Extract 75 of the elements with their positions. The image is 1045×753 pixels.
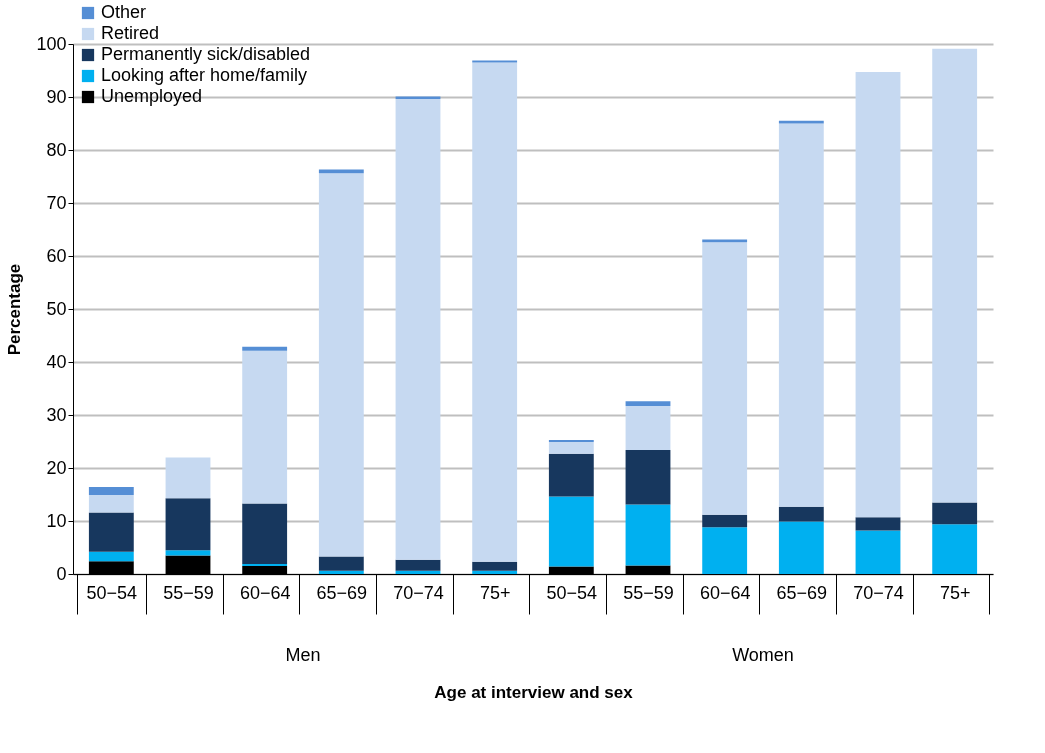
bar: [472, 561, 518, 571]
bar: [702, 242, 748, 515]
bar: [548, 442, 594, 454]
x-axis-title: Age at interview and sex: [434, 683, 634, 702]
legend-label: Unemployed: [101, 86, 203, 106]
x-tick-label: 55−59: [623, 582, 674, 603]
y-tick-label: 90: [46, 86, 67, 107]
bar: [625, 405, 671, 450]
bar: [242, 503, 288, 564]
bar: [625, 401, 671, 406]
legend-label: Looking after home/family: [101, 65, 308, 85]
y-axis-title: Percentage: [5, 263, 25, 356]
bar: [472, 62, 518, 562]
x-tick-label: 75+: [939, 582, 971, 603]
x-tick-label: 65−69: [316, 582, 368, 603]
bar: [318, 570, 364, 574]
bar: [548, 439, 594, 443]
text: Men: [285, 645, 321, 665]
bar: [625, 504, 671, 566]
y-tick-label: 10: [46, 510, 67, 531]
bar: [778, 123, 824, 507]
bar: [242, 346, 288, 351]
x-tick-label: 55−59: [163, 582, 214, 603]
bar: [242, 350, 288, 504]
bar: [548, 453, 594, 497]
bar: [702, 527, 748, 574]
legend-label: Permanently sick/disabled: [101, 44, 311, 64]
bar: [472, 570, 518, 574]
x-tick-label: 60−64: [699, 582, 751, 603]
bar: [472, 60, 518, 63]
y-tick-label: 40: [46, 351, 67, 372]
bar: [702, 514, 748, 528]
legend-label: Retired: [101, 23, 160, 43]
x-tick-label: 70−74: [393, 582, 444, 603]
y-tick-label: 20: [46, 457, 67, 478]
bar: [625, 449, 671, 505]
bar: [165, 498, 211, 551]
y-tick-label: 0: [56, 563, 67, 584]
bar: [242, 563, 288, 567]
bar: [318, 556, 364, 571]
bar: [88, 512, 134, 552]
y-tick-label: 30: [46, 404, 67, 425]
x-tick-label: 50−54: [546, 582, 598, 603]
x-tick-label: 60−64: [239, 582, 291, 603]
x-tick-label: 75+: [479, 582, 511, 603]
bar: [88, 551, 134, 562]
bar: [855, 517, 901, 531]
bar: [855, 530, 901, 574]
bar: [318, 173, 364, 557]
bar: [165, 550, 211, 556]
y-tick-label: 50: [46, 298, 67, 319]
y-tick-label: 60: [46, 245, 67, 266]
bar: [548, 496, 594, 567]
bar: [88, 487, 134, 496]
x-tick-label: 50−54: [86, 582, 138, 603]
bar: [778, 521, 824, 574]
bar: [932, 48, 978, 503]
x-tick-label: 70−74: [853, 582, 904, 603]
bar: [88, 495, 134, 513]
bar: [932, 524, 978, 574]
y-tick-label: 80: [46, 139, 67, 160]
y-tick-label: 100: [36, 33, 67, 54]
bar: [395, 99, 441, 560]
text: Women: [732, 645, 794, 665]
bar: [778, 120, 824, 124]
y-tick-label: 70: [46, 192, 67, 213]
bar: [395, 559, 441, 571]
x-tick-label: 65−69: [776, 582, 828, 603]
legend-label: Other: [101, 2, 147, 22]
bar: [778, 506, 824, 522]
bar: [855, 72, 901, 518]
bar: [165, 457, 211, 499]
bar: [932, 502, 978, 525]
bar: [395, 96, 441, 100]
bar: [395, 570, 441, 574]
